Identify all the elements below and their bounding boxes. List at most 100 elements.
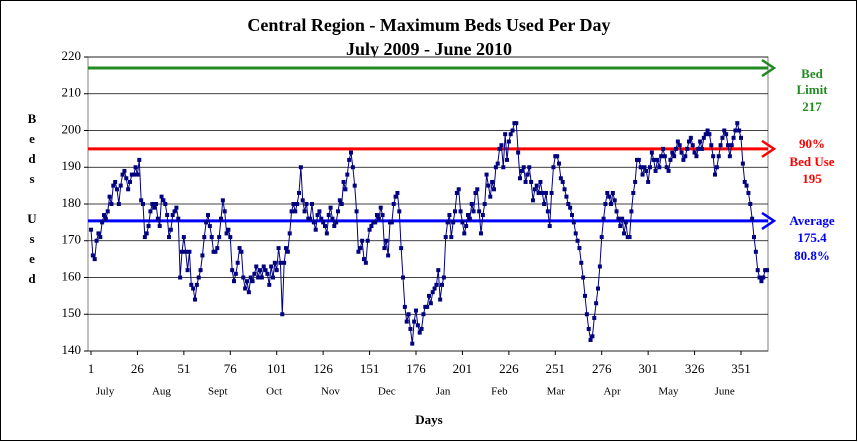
data-point	[272, 260, 277, 265]
data-point	[122, 168, 127, 173]
data-point	[100, 220, 105, 225]
x-tick-label: 151	[360, 361, 380, 376]
data-point	[700, 146, 704, 151]
data-point	[653, 168, 658, 173]
data-point	[716, 154, 721, 159]
data-point	[375, 213, 379, 218]
data-point	[89, 227, 93, 232]
data-point	[638, 165, 643, 170]
x-tick-label: 176	[406, 361, 426, 376]
data-point	[493, 165, 498, 170]
data-point	[172, 209, 177, 214]
data-point	[369, 224, 374, 229]
data-point	[209, 235, 214, 240]
data-point	[425, 304, 430, 309]
data-point	[291, 202, 296, 206]
data-point	[304, 202, 309, 206]
data-point	[714, 165, 719, 170]
data-point	[380, 213, 385, 218]
data-point	[735, 121, 740, 126]
data-point	[232, 279, 236, 284]
data-point	[317, 209, 322, 214]
data-point	[282, 260, 287, 265]
data-point	[599, 235, 604, 240]
data-point	[605, 190, 610, 195]
data-point	[479, 231, 483, 236]
data-point	[614, 209, 619, 214]
data-point	[109, 202, 114, 206]
data-point	[128, 179, 132, 184]
data-point	[241, 275, 246, 280]
x-tick-label: 126	[313, 361, 333, 376]
data-point	[596, 286, 600, 291]
data-point	[410, 341, 415, 346]
data-point	[629, 209, 634, 214]
x-tick-label: 26	[131, 361, 145, 376]
data-point	[402, 304, 407, 309]
data-point	[726, 143, 730, 148]
data-point	[254, 264, 259, 269]
reference-arrow	[761, 139, 777, 158]
data-point	[148, 209, 153, 214]
data-point	[92, 257, 97, 262]
data-point	[194, 282, 199, 287]
data-point	[527, 165, 532, 170]
data-point	[96, 231, 101, 236]
data-point	[198, 268, 203, 273]
data-point	[330, 216, 335, 221]
data-point	[180, 249, 184, 254]
data-point	[555, 154, 560, 159]
data-point	[150, 202, 155, 206]
data-point	[696, 146, 701, 151]
reference-value: 195	[802, 171, 822, 186]
data-point	[503, 132, 508, 137]
data-point	[447, 213, 452, 218]
data-point	[170, 213, 175, 218]
data-point	[434, 282, 439, 287]
data-point	[506, 139, 511, 144]
data-point	[183, 249, 188, 254]
data-point	[412, 319, 417, 324]
data-point	[690, 143, 695, 148]
data-point	[703, 132, 708, 137]
data-point	[544, 190, 548, 195]
data-point	[473, 190, 478, 195]
data-point	[623, 220, 628, 225]
data-point	[744, 183, 749, 188]
data-point	[215, 246, 220, 251]
data-point	[564, 194, 569, 199]
x-tick-label: 251	[546, 361, 566, 376]
data-point	[477, 209, 482, 214]
data-point	[443, 235, 448, 240]
data-point	[464, 224, 469, 229]
data-point	[258, 268, 262, 273]
data-point	[341, 179, 346, 184]
data-point	[356, 249, 361, 254]
data-point	[484, 172, 489, 177]
data-point	[256, 275, 261, 280]
y-tick-label: 150	[62, 305, 82, 320]
month-label: Nov	[321, 386, 340, 398]
data-point	[202, 235, 207, 240]
data-point	[217, 235, 222, 240]
data-point	[662, 154, 667, 159]
data-point	[116, 202, 121, 206]
data-point	[731, 135, 736, 140]
data-point	[120, 172, 125, 177]
data-point	[401, 275, 405, 280]
data-point	[193, 297, 197, 302]
data-point	[267, 282, 272, 287]
data-point	[551, 165, 556, 170]
data-point	[445, 220, 450, 225]
data-point	[280, 312, 285, 317]
data-point	[642, 165, 647, 170]
data-point	[94, 238, 99, 243]
reference-label: Limit	[796, 82, 828, 97]
data-point	[584, 312, 589, 317]
data-point	[157, 224, 162, 229]
data-point	[531, 198, 535, 203]
data-point	[592, 315, 597, 320]
data-point	[343, 187, 348, 192]
data-point	[141, 202, 145, 206]
data-point	[430, 290, 435, 295]
